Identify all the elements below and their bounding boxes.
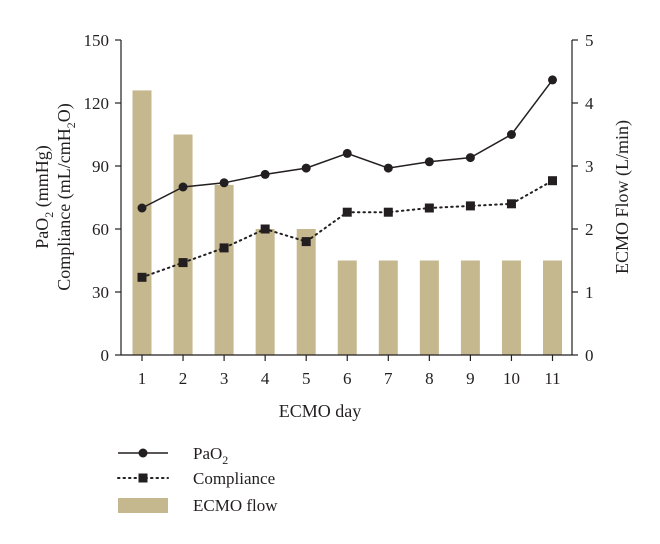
pao2-point: [178, 182, 188, 192]
x-tick-label: 9: [466, 369, 475, 388]
left-y-tick-label: 0: [101, 346, 110, 365]
ecmo-flow-bar: [460, 260, 480, 355]
legend: PaO2 Compliance ECMO flow: [117, 444, 278, 515]
x-tick-label: 1: [138, 369, 147, 388]
right-y-tick-label: 4: [585, 94, 594, 113]
pao2-point: [506, 130, 516, 139]
right-y-tick-label: 0: [585, 346, 594, 365]
left-y-tick-label: 60: [92, 220, 109, 239]
ecmo-flow-bar: [214, 184, 234, 355]
legend-bar-swatch: [118, 498, 168, 513]
x-ticks: 1 2 3 4 5 6 7 8 9 10 11: [138, 355, 561, 388]
pao2-point: [301, 163, 311, 173]
pao2-point: [383, 163, 393, 173]
x-tick-label: 10: [503, 369, 520, 388]
compliance-point: [260, 224, 270, 234]
x-tick-label: 5: [302, 369, 311, 388]
compliance-point: [383, 207, 393, 217]
left-axis-title-line2: Compliance (mL/cmH2O): [54, 103, 78, 290]
x-axis-title: ECMO day: [279, 401, 362, 421]
chart-axes: [120, 40, 573, 356]
legend-item-compliance: Compliance: [117, 469, 275, 488]
pao2-point: [424, 157, 434, 167]
compliance-point: [219, 243, 229, 253]
x-tick-label: 8: [425, 369, 434, 388]
left-y-ticks: 0 30 60 90 120 150: [84, 31, 121, 365]
legend-item-ecmo-flow: ECMO flow: [118, 496, 278, 515]
ecmo-flow-bars: [132, 90, 562, 356]
right-y-ticks: 0 1 2 3 4 5: [572, 31, 594, 365]
legend-label-compliance: Compliance: [193, 469, 275, 488]
x-tick-label: 3: [220, 369, 229, 388]
ecmo-flow-bar: [337, 260, 357, 355]
right-y-tick-label: 2: [585, 220, 594, 239]
pao2-point: [137, 203, 147, 213]
x-tick-label: 11: [544, 369, 560, 388]
ecmo-flow-bar: [378, 260, 398, 355]
ecmo-flow-bar: [501, 260, 521, 355]
compliance-point: [137, 272, 147, 282]
right-axis-title: ECMO Flow (L/min): [612, 120, 633, 274]
ecmo-flow-bar: [132, 90, 152, 356]
left-y-tick-label: 90: [92, 157, 109, 176]
left-y-tick-label: 120: [84, 94, 110, 113]
ecmo-flow-bar: [296, 229, 316, 355]
right-y-tick-label: 1: [585, 283, 594, 302]
compliance-point: [506, 199, 516, 209]
compliance-point: [465, 201, 475, 211]
right-y-tick-label: 5: [585, 31, 594, 50]
legend-square-marker: [138, 473, 148, 483]
legend-label-pao2: PaO2: [193, 444, 228, 467]
ecmo-flow-bar: [543, 260, 562, 355]
legend-circle-marker: [138, 448, 148, 458]
left-y-tick-label: 150: [84, 31, 110, 50]
left-axis-title-line1: PaO2 (mmHg): [32, 145, 56, 249]
pao2-point: [465, 153, 475, 163]
line-markers: [137, 75, 557, 282]
x-tick-label: 6: [343, 369, 352, 388]
x-tick-label: 4: [261, 369, 270, 388]
ecmo-flow-bar: [173, 134, 193, 355]
left-axis-title: PaO2 (mmHg) Compliance (mL/cmH2O): [32, 103, 78, 290]
right-y-tick-label: 3: [585, 157, 594, 176]
compliance-point: [342, 207, 352, 217]
compliance-point: [301, 237, 311, 247]
x-tick-label: 7: [384, 369, 393, 388]
pao2-point: [260, 169, 270, 179]
pao2-point: [219, 178, 229, 188]
series-line-pao2: [141, 79, 554, 209]
pao2-point: [548, 75, 557, 85]
pao2-point: [342, 148, 352, 158]
legend-item-pao2: PaO2: [118, 444, 228, 467]
ecmo-flow-bar: [255, 229, 275, 355]
legend-label-ecmo-flow: ECMO flow: [193, 496, 278, 515]
ecmo-flow-bar: [419, 260, 439, 355]
compliance-point: [178, 258, 188, 268]
x-tick-label: 2: [179, 369, 188, 388]
line-series: [141, 79, 554, 279]
compliance-point: [424, 203, 434, 213]
left-y-tick-label: 30: [92, 283, 109, 302]
compliance-point: [548, 176, 557, 186]
